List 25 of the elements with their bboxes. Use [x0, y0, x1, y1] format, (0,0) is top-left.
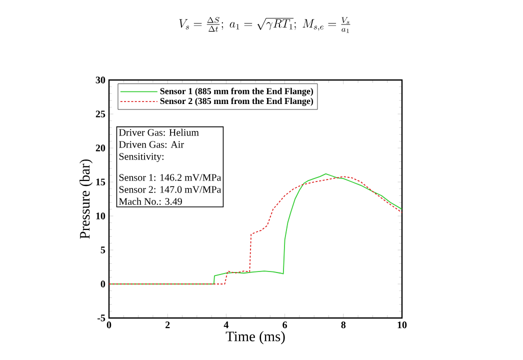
y-tick-label: 0: [100, 280, 106, 288]
annotation: Sensitivity:: [119, 153, 164, 162]
annotation: Sensor 1: 146.2 mV/MPa: [119, 174, 222, 181]
y-tick-label: 20: [96, 144, 106, 152]
annotation: Driver Gas: Helium: [119, 128, 199, 136]
x-tick-label: 6: [282, 322, 288, 328]
x-axis-title: Time (ms): [226, 331, 285, 344]
x-tick-label: 2: [166, 322, 170, 328]
y-tick-label: 30: [96, 76, 106, 84]
y-tick-label: 5: [100, 246, 106, 254]
annotation: Mach No.: 3.49: [119, 198, 182, 205]
x-tick-label: 10: [398, 322, 407, 328]
x-tick-label: 4: [224, 322, 229, 328]
legend-label: Sensor 1 (885 mm from the End Flange): [160, 88, 314, 96]
y-tick-label: 10: [96, 212, 106, 220]
annotation: Sensor 2: 147.0 mV/MPa: [119, 186, 222, 193]
annotation: Driven Gas: Air: [119, 141, 184, 148]
x-tick-label: 8: [341, 322, 346, 328]
y-tick-label: 25: [96, 110, 106, 118]
x-tick-label: 0: [106, 322, 112, 328]
legend-label: Sensor 2 (385 mm from the End Flange): [160, 98, 314, 106]
y-axis-title: Pressure (bar): [80, 159, 93, 239]
text: $V_s = \frac{\Delta S}{\Delta t};\; a_1 = \sqrt{\gamma R T_1};\; M_{s,e} = \frac{V_s}{a_1}$: [179, 17, 350, 33]
y-tick-label: 15: [96, 178, 106, 186]
y-tick-label: -5: [98, 314, 106, 322]
